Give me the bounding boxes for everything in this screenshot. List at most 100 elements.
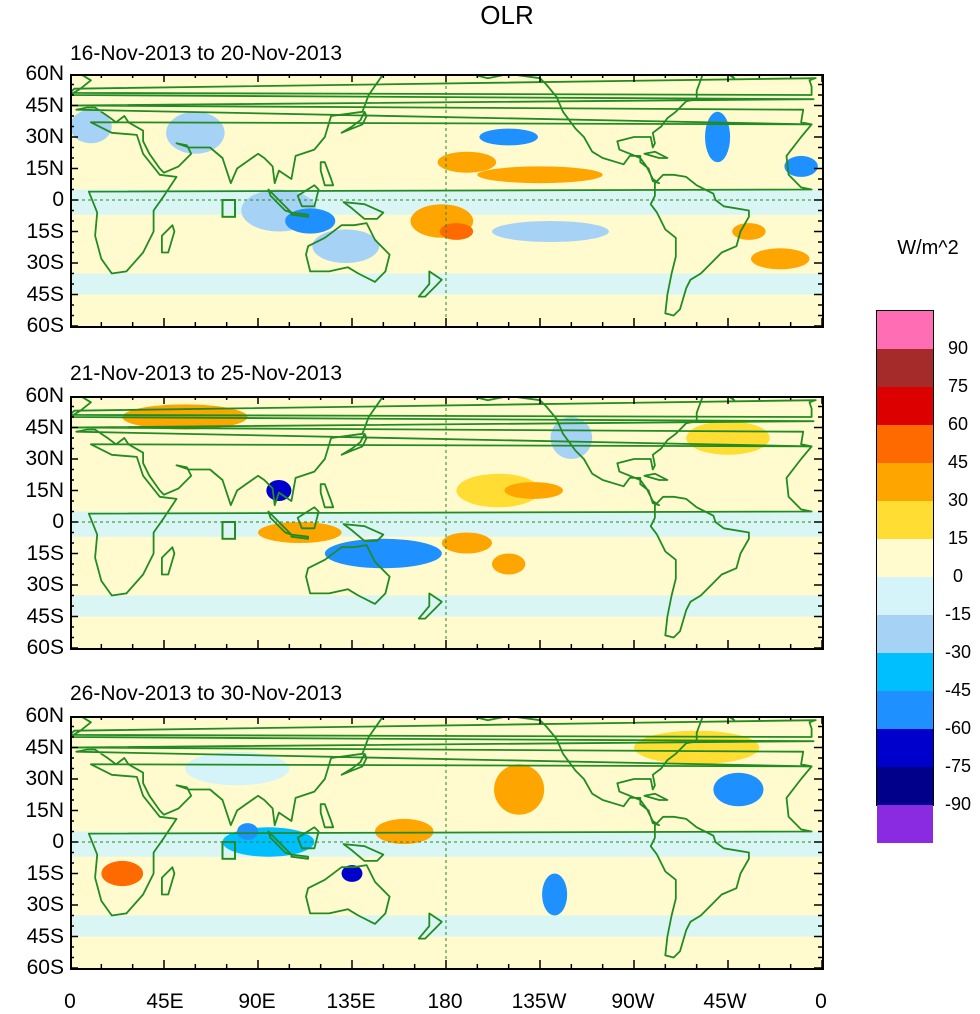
coastline	[340, 752, 368, 776]
olr-anomaly-cell	[341, 865, 363, 882]
colorbar-label: 0	[952, 566, 963, 586]
olr-anomaly-cell	[491, 221, 609, 242]
map-panel-3	[70, 716, 822, 968]
olr-map-1	[70, 74, 822, 326]
olr-anomaly-cell	[542, 873, 568, 916]
olr-anomaly-cell	[437, 151, 497, 173]
coastline	[296, 184, 320, 208]
colorbar-label: -30	[944, 642, 971, 662]
lon-label: 45W	[703, 990, 747, 1013]
colorbar-swatch	[877, 425, 933, 464]
colorbar-label: 90	[947, 338, 969, 358]
colorbar-swatch	[877, 653, 933, 692]
lon-label: 180	[427, 990, 463, 1013]
lat-label: 15S	[26, 541, 64, 565]
lon-label: 0	[64, 990, 76, 1013]
colorbar-label: 30	[947, 490, 969, 510]
olr-anomaly-cell	[705, 111, 731, 163]
olr-anomaly-cell	[750, 248, 810, 270]
lat-label: 45S	[26, 924, 64, 948]
coastline	[70, 719, 817, 738]
lat-label: 45N	[25, 735, 64, 759]
coastline	[290, 211, 310, 218]
lat-label: 45S	[26, 282, 64, 306]
coastline	[296, 826, 320, 850]
olr-anomaly-cell	[237, 823, 258, 840]
olr-anomaly-cell	[184, 751, 290, 786]
lat-label: 60N	[25, 704, 64, 727]
olr-anomaly-cell	[101, 860, 144, 887]
coastline	[290, 853, 310, 860]
lat-label: 15N	[25, 798, 64, 822]
lat-label: 45N	[25, 415, 64, 439]
coastline	[305, 544, 391, 605]
coastline	[342, 523, 385, 542]
coastline	[470, 396, 704, 507]
coastline	[342, 843, 385, 862]
lon-label: 90W	[611, 990, 655, 1013]
coastline	[319, 483, 335, 509]
lon-label: 135E	[326, 990, 376, 1013]
colorbar-label: -90	[944, 794, 971, 814]
colorbar-swatch	[877, 805, 933, 843]
coastline	[267, 188, 293, 214]
lat-label: 0	[52, 188, 64, 211]
olr-anomaly-cell	[686, 421, 770, 455]
coastline	[161, 866, 176, 896]
coastline	[87, 121, 813, 275]
lat-label: 15S	[26, 219, 64, 243]
olr-map-3	[70, 716, 822, 968]
colorbar-swatch	[877, 767, 933, 806]
panel-title-3: 26-Nov-2013 to 30-Nov-2013	[70, 682, 342, 705]
colorbar-swatch	[877, 729, 933, 768]
lat-label: 45N	[25, 93, 64, 117]
olr-anomaly-cell	[312, 229, 380, 263]
lat-label: 45S	[26, 604, 64, 628]
coastline	[342, 201, 385, 220]
colorbar	[876, 310, 934, 843]
coastline	[70, 77, 817, 96]
olr-anomaly-cell	[732, 223, 766, 240]
olr-anomaly-cell	[634, 730, 760, 765]
colorbar-label: 60	[947, 414, 969, 434]
map-panel-1	[70, 74, 822, 326]
chart-title: OLR	[480, 0, 534, 30]
coastline	[643, 150, 669, 159]
lat-label: 15N	[25, 478, 64, 502]
olr-anomaly-cell	[374, 818, 434, 845]
coastline	[643, 472, 669, 481]
coastline	[305, 864, 391, 925]
lat-label: 30S	[26, 251, 64, 274]
olr-anomaly-cell	[456, 473, 540, 508]
colorbar-units: W/m^2	[897, 237, 959, 259]
colorbar-label: 45	[947, 452, 969, 472]
coastline	[87, 443, 813, 597]
coastline	[649, 173, 750, 317]
lat-label: 0	[52, 830, 64, 853]
coastline	[161, 546, 176, 576]
lon-label: 90E	[238, 990, 276, 1013]
colorbar-label: -60	[944, 718, 971, 738]
olr-anomaly-cell	[477, 166, 603, 184]
olr-anomaly-cell	[441, 532, 492, 554]
olr-map-2	[70, 396, 822, 648]
olr-anomaly-cell	[324, 538, 442, 569]
lat-label: 30S	[26, 893, 64, 916]
colorbar-label: 75	[947, 376, 969, 396]
lat-label: 0	[52, 510, 64, 533]
colorbar-swatch	[877, 691, 933, 730]
olr-anomaly-cell	[70, 109, 112, 144]
colorbar-swatch	[877, 577, 933, 616]
coastline	[87, 763, 813, 917]
lat-label: 60S	[26, 956, 64, 979]
coastline	[161, 224, 176, 254]
colorbar-label: -15	[944, 604, 971, 624]
region-box	[221, 521, 237, 540]
lon-label: 135W	[511, 990, 567, 1013]
coastline	[340, 110, 368, 134]
lat-label: 15S	[26, 861, 64, 885]
olr-anomaly-cell	[713, 772, 764, 807]
coastline	[417, 270, 443, 298]
coastline	[319, 803, 335, 829]
lat-label: 15N	[25, 156, 64, 180]
